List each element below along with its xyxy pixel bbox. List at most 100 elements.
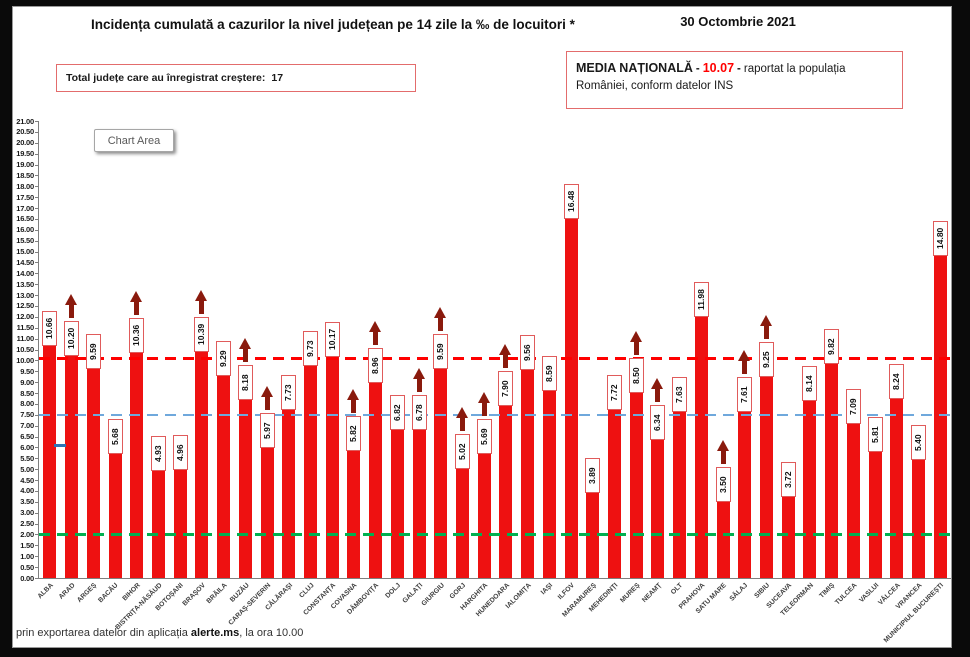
y-axis-tick-label: 8.00 [20, 399, 34, 409]
increase-arrow-icon [716, 439, 730, 464]
bar-value-label: 11.98 [693, 282, 709, 318]
y-axis-tick-label: 4.50 [20, 475, 34, 485]
county-bar[interactable] [369, 383, 383, 578]
county-bar[interactable] [260, 448, 274, 578]
x-axis-label: SIBIU [753, 582, 772, 600]
y-axis-tick [35, 403, 38, 405]
y-axis-tick [35, 284, 38, 286]
y-axis-tick [35, 447, 38, 449]
chart-area-tooltip[interactable]: Chart Area [94, 129, 174, 152]
increase-arrow-icon [477, 392, 491, 417]
county-bar[interactable] [781, 497, 795, 578]
county-bar[interactable] [629, 393, 643, 578]
y-axis-tick-label: 13.50 [16, 279, 34, 289]
y-axis-tick-label: 2.50 [20, 519, 34, 529]
county-bar[interactable] [759, 376, 773, 578]
increase-arrow-icon [629, 331, 643, 356]
x-axis-label: BRĂILA [205, 582, 229, 606]
y-axis-tick-label: 17.50 [16, 192, 34, 202]
y-axis-tick-label: 12.50 [16, 301, 34, 311]
increase-arrow-icon [455, 406, 469, 431]
x-axis-label: BRAȘOV [181, 582, 207, 608]
county-bar[interactable] [911, 460, 925, 578]
chart-title: Incidența cumulată a cazurilor la nivel … [91, 17, 575, 32]
county-bar[interactable] [43, 346, 57, 578]
county-bar[interactable] [890, 398, 904, 578]
national-average-text: raportat la populația [743, 63, 846, 75]
y-axis-tick [35, 458, 38, 460]
county-bar[interactable] [542, 391, 556, 578]
county-bar[interactable] [738, 412, 752, 578]
y-axis-tick-label: 5.00 [20, 464, 34, 474]
county-bar[interactable] [868, 451, 882, 578]
county-bar[interactable] [390, 429, 404, 578]
county-bar[interactable] [846, 423, 860, 578]
county-bar[interactable] [716, 501, 730, 578]
county-bar[interactable] [499, 406, 513, 578]
increase-arrow-icon [434, 307, 447, 332]
county-bar[interactable] [412, 430, 426, 578]
county-bar[interactable] [108, 454, 122, 578]
county-bar[interactable] [477, 454, 491, 578]
county-bar[interactable] [651, 440, 665, 578]
x-axis-label: OLT [670, 582, 685, 597]
footnote-app-name: alerte.ms [190, 627, 240, 639]
y-axis-tick [35, 338, 38, 340]
x-axis-label: CLUJ [297, 582, 316, 600]
county-bar[interactable] [130, 352, 144, 578]
county-bar[interactable] [86, 369, 100, 578]
y-axis-tick-label: 11.00 [16, 334, 35, 344]
y-axis-tick [35, 523, 38, 525]
y-axis-tick-label: 4.00 [20, 486, 34, 496]
county-bar[interactable] [455, 468, 469, 578]
county-bar[interactable] [238, 399, 252, 578]
y-axis-tick-label: 16.50 [16, 214, 34, 224]
county-bar[interactable] [825, 364, 839, 578]
bar-value-label: 4.96 [172, 435, 188, 471]
y-axis-tick-label: 6.50 [20, 432, 34, 442]
y-axis-tick-label: 16.00 [16, 225, 34, 235]
reference-line-green [39, 532, 951, 536]
y-axis-tick [35, 273, 38, 275]
county-bar[interactable] [803, 400, 817, 578]
x-axis-label: MUREȘ [618, 582, 642, 605]
plot-area[interactable]: 21.00 20.50 20.00 19.50 19.00 18.50 18.00 17.50… [13, 7, 953, 649]
county-bar[interactable] [173, 470, 187, 578]
growth-total-value: 17 [271, 72, 284, 84]
increase-arrow-icon [65, 294, 78, 319]
county-bar[interactable] [325, 356, 339, 578]
county-bar[interactable] [303, 366, 317, 578]
bar-value-label: 8.18 [237, 364, 253, 400]
county-bar[interactable] [434, 369, 448, 578]
bar-value-label: 8.59 [541, 356, 557, 392]
county-bar[interactable] [217, 375, 231, 578]
national-average-label: MEDIA NAȚIONALĂ [576, 61, 693, 75]
county-bar[interactable] [673, 411, 687, 578]
y-axis-tick [35, 197, 38, 199]
county-bar[interactable] [195, 351, 209, 578]
media-nationala-line [39, 357, 951, 361]
county-bar[interactable] [65, 356, 79, 578]
y-axis-tick-label: 1.50 [20, 540, 34, 550]
county-bar[interactable] [151, 470, 165, 578]
y-axis-tick [35, 480, 38, 482]
county-bar[interactable] [282, 409, 296, 578]
county-bar[interactable] [694, 317, 708, 578]
y-axis-tick-label: 7.00 [20, 421, 34, 431]
y-axis-tick-label: 19.00 [16, 160, 34, 170]
bar-value-label: 5.68 [107, 419, 123, 455]
y-axis-tick [35, 186, 38, 188]
y-axis-tick [35, 164, 38, 166]
county-bar[interactable] [347, 451, 361, 578]
y-axis-tick [35, 316, 38, 318]
x-axis-label: TULCEA [833, 582, 859, 607]
chart-canvas[interactable]: Incidența cumulată a cazurilor la nivel … [12, 6, 952, 648]
county-bar[interactable] [607, 409, 621, 578]
y-axis-tick [35, 251, 38, 253]
y-axis-tick [35, 121, 38, 122]
y-axis-tick-label: 6.00 [20, 442, 34, 452]
county-bar[interactable] [933, 255, 947, 578]
bar-value-label: 6.82 [389, 394, 405, 430]
county-bar[interactable] [521, 369, 535, 578]
county-bar[interactable] [564, 219, 578, 578]
